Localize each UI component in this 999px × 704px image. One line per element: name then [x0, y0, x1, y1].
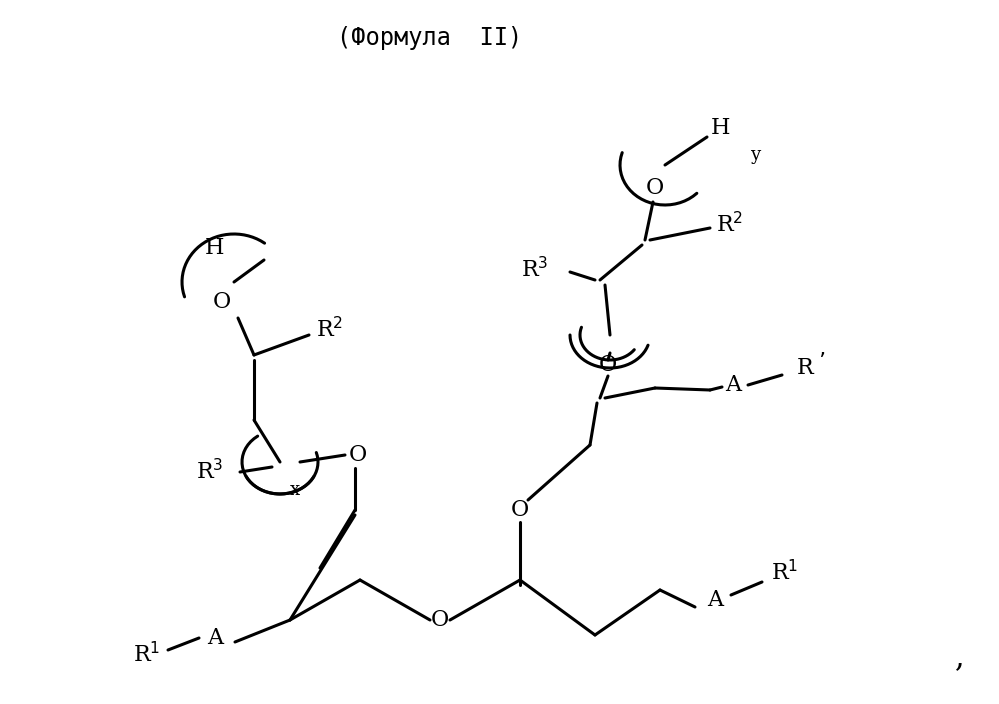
Text: R$^1$: R$^1$ — [771, 560, 798, 586]
Text: R$^2$: R$^2$ — [317, 318, 344, 343]
Text: H: H — [205, 237, 225, 259]
Text: O: O — [646, 177, 664, 199]
Text: A: A — [707, 589, 723, 611]
Text: O: O — [598, 354, 617, 376]
Text: A: A — [725, 374, 741, 396]
Text: H: H — [710, 117, 729, 139]
Text: x: x — [290, 481, 300, 499]
Text: O: O — [510, 499, 529, 521]
Text: A: A — [207, 627, 223, 649]
Text: O: O — [349, 444, 367, 466]
Text: O: O — [431, 609, 450, 631]
Text: R$^2$: R$^2$ — [716, 213, 743, 238]
Text: O: O — [213, 291, 231, 313]
Text: R$^3$: R$^3$ — [521, 258, 548, 282]
Text: y: y — [750, 146, 760, 164]
Text: R: R — [796, 357, 813, 379]
Text: ’: ’ — [818, 352, 825, 372]
Text: (Формула  II): (Формула II) — [338, 26, 522, 50]
Text: R$^1$: R$^1$ — [133, 642, 161, 667]
Text: R$^3$: R$^3$ — [196, 460, 224, 484]
Text: ,: , — [955, 643, 965, 674]
